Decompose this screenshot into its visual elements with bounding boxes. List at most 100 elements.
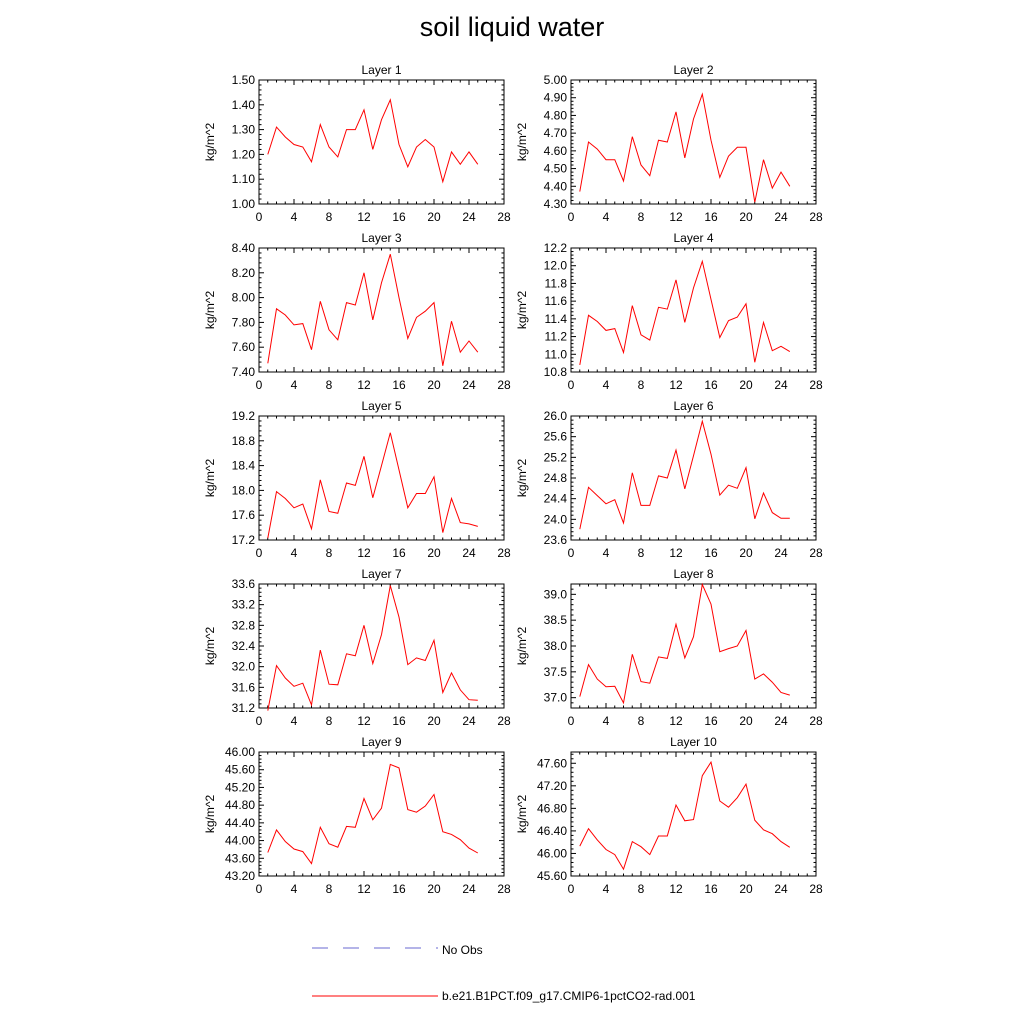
y-tick-label: 46.00: [225, 745, 255, 759]
x-tick-label: 16: [392, 882, 406, 896]
x-tick-label: 28: [497, 210, 511, 224]
x-tick-label: 16: [392, 210, 406, 224]
x-tick-label: 20: [739, 210, 753, 224]
y-tick-label: 32.4: [232, 639, 256, 653]
y-tick-label: 12.0: [544, 259, 568, 273]
x-tick-label: 28: [809, 714, 823, 728]
legend: No Obs b.e21.B1PCT.f09_g17.CMIP6-1pctCO2-…: [312, 943, 696, 1003]
y-tick-label: 4.40: [544, 179, 568, 193]
y-axis-label: kg/m^2: [203, 627, 217, 666]
panel-title: Layer 5: [361, 399, 401, 413]
y-tick-label: 38.5: [544, 613, 568, 627]
y-tick-label: 11.8: [545, 276, 568, 290]
x-tick-label: 12: [357, 714, 371, 728]
y-axis-label: kg/m^2: [515, 291, 529, 330]
x-tick-label: 0: [568, 714, 575, 728]
x-tick-label: 8: [638, 378, 645, 392]
y-tick-label: 47.20: [537, 779, 567, 793]
x-tick-label: 20: [427, 210, 441, 224]
y-tick-label: 46.40: [537, 824, 567, 838]
y-axis-label: kg/m^2: [203, 795, 217, 834]
y-axis-label: kg/m^2: [203, 291, 217, 330]
y-tick-label: 32.8: [232, 618, 256, 632]
panel-2: Layer 2 kg/m^2 0 4 8 12 16 20 24 28 4.30 4.40 4.50 4.…: [515, 63, 823, 224]
y-tick-label: 33.6: [232, 577, 256, 591]
x-tick-label: 4: [603, 378, 610, 392]
legend-obs-label: No Obs: [442, 943, 483, 957]
x-tick-label: 16: [704, 714, 718, 728]
y-tick-label: 7.60: [232, 340, 256, 354]
x-tick-label: 20: [739, 546, 753, 560]
series-line: [267, 432, 478, 539]
plot-frame: [258, 751, 505, 877]
x-tick-label: 24: [774, 546, 788, 560]
series-line: [579, 92, 791, 203]
y-tick-label: 4.70: [544, 126, 568, 140]
y-tick-label: 44.40: [225, 816, 255, 830]
y-tick-label: 11.0: [545, 347, 568, 361]
y-tick-label: 4.80: [544, 108, 568, 122]
y-tick-label: 10.8: [544, 365, 568, 379]
x-tick-label: 16: [392, 378, 406, 392]
y-tick-label: 18.8: [232, 434, 256, 448]
x-tick-label: 4: [603, 546, 610, 560]
x-tick-label: 24: [462, 882, 476, 896]
x-tick-label: 20: [739, 882, 753, 896]
y-tick-label: 23.6: [544, 533, 568, 547]
x-tick-label: 12: [669, 882, 683, 896]
y-axis-label: kg/m^2: [203, 123, 217, 162]
x-tick-label: 4: [603, 210, 610, 224]
y-tick-label: 44.80: [225, 798, 255, 812]
y-tick-label: 45.60: [537, 869, 567, 883]
y-tick-label: 24.8: [544, 471, 568, 485]
panel-9: Layer 9 kg/m^2 0 4 8 12 16 20 24 28 43.20 43.60 44.0…: [203, 735, 511, 896]
x-tick-label: 0: [256, 882, 263, 896]
x-tick-label: 0: [568, 378, 575, 392]
plot-frame: [258, 79, 505, 205]
legend-model-label: b.e21.B1PCT.f09_g17.CMIP6-1pctCO2-rad.00…: [442, 989, 696, 1003]
x-tick-label: 16: [704, 882, 718, 896]
x-tick-label: 8: [326, 882, 333, 896]
x-tick-label: 20: [427, 714, 441, 728]
x-tick-label: 4: [291, 882, 298, 896]
x-tick-label: 28: [497, 882, 511, 896]
x-tick-label: 24: [774, 378, 788, 392]
panel-8: Layer 8 kg/m^2 0 4 8 12 16 20 24 28 37.0 37.5 38.0 38…: [515, 567, 823, 728]
panel-5: Layer 5 kg/m^2 0 4 8 12 16 20 24 28 17.2 17.6 18.0 18…: [203, 399, 511, 560]
y-tick-label: 5.00: [544, 73, 568, 87]
y-tick-label: 44.00: [225, 834, 255, 848]
series-line: [267, 254, 479, 366]
y-tick-label: 18.0: [232, 483, 256, 497]
panel-title: Layer 8: [673, 567, 713, 581]
y-tick-label: 1.00: [232, 197, 256, 211]
y-tick-label: 46.80: [537, 801, 567, 815]
y-tick-label: 33.2: [232, 598, 256, 612]
x-tick-label: 12: [357, 210, 371, 224]
x-tick-label: 0: [568, 210, 575, 224]
x-tick-label: 0: [568, 882, 575, 896]
y-tick-label: 43.20: [225, 869, 255, 883]
x-tick-label: 16: [392, 546, 406, 560]
y-tick-label: 38.0: [544, 639, 568, 653]
y-tick-label: 31.2: [232, 701, 256, 715]
x-tick-label: 24: [462, 546, 476, 560]
panel-title: Layer 6: [673, 399, 713, 413]
y-tick-label: 8.40: [232, 241, 256, 255]
plot-frame: [258, 247, 505, 373]
x-tick-label: 8: [638, 714, 645, 728]
series-line: [579, 419, 790, 530]
panel-7: Layer 7 kg/m^2 0 4 8 12 16 20 24 28 31.2 31.6 32.0 32…: [203, 567, 511, 728]
panel-title: Layer 1: [361, 63, 401, 77]
x-tick-label: 20: [427, 378, 441, 392]
y-tick-label: 11.4: [545, 312, 568, 326]
y-tick-label: 47.60: [537, 756, 567, 770]
y-tick-label: 1.50: [232, 73, 256, 87]
x-tick-label: 4: [291, 546, 298, 560]
x-tick-label: 12: [669, 210, 683, 224]
x-tick-label: 28: [497, 378, 511, 392]
panel-title: Layer 9: [361, 735, 401, 749]
x-tick-label: 24: [462, 714, 476, 728]
x-tick-label: 28: [497, 546, 511, 560]
panel-6: Layer 6 kg/m^2 0 4 8 12 16 20 24 28 23.6 24.0 24.4 24…: [515, 399, 823, 560]
